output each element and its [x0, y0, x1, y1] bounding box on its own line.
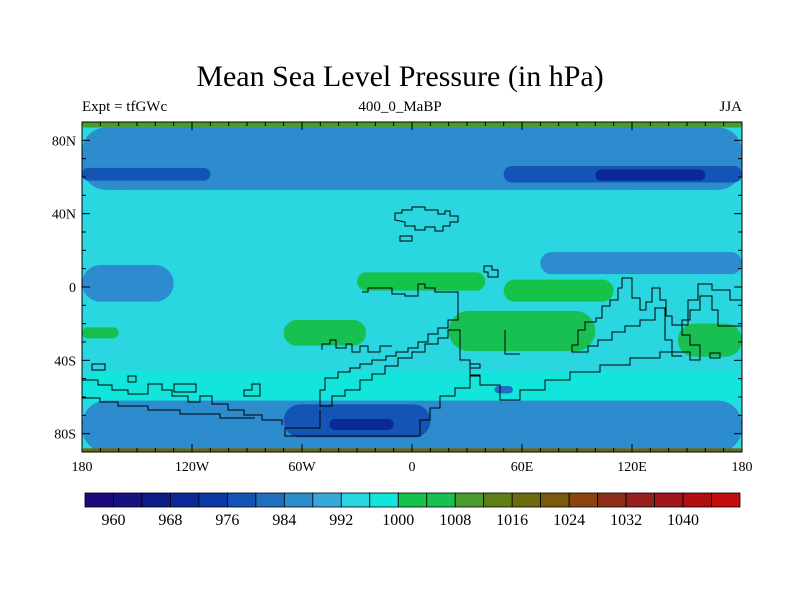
colorbar-label: 1016 — [496, 512, 528, 529]
colorbar-swatch — [397, 492, 428, 508]
y-tick-label: 80N — [52, 134, 76, 149]
plot-title: Mean Sea Level Pressure (in hPa) — [196, 60, 604, 93]
colorbar-swatch — [654, 492, 684, 508]
pressure-region-10 — [540, 252, 742, 275]
outline-gondwana-south — [284, 375, 480, 437]
colorbar-swatch — [540, 492, 570, 508]
outline-arc-1 — [321, 339, 392, 353]
outline-west-islet-4 — [243, 383, 261, 397]
pressure-region-15 — [357, 272, 486, 291]
colorbar-label: 1000 — [382, 512, 414, 529]
outline-sw-strip — [82, 397, 255, 419]
colorbar-swatch — [454, 492, 485, 508]
colorbar-swatch — [198, 492, 228, 508]
outline-east-islet — [709, 352, 721, 359]
colorbar-label: 1024 — [553, 512, 585, 529]
colorbar-swatch — [141, 492, 171, 508]
experiment-label: Expt = tfGWc — [82, 99, 168, 115]
colorbar-label: 1040 — [667, 512, 699, 529]
y-tick-label: 80S — [54, 428, 76, 443]
continent-outlines — [82, 206, 742, 437]
colorbar-swatch — [625, 492, 655, 508]
colorbar-swatch — [682, 492, 712, 508]
x-tick-label: 0 — [409, 460, 416, 475]
colorbar-label: 960 — [101, 512, 125, 529]
x-tick-label: 60E — [511, 460, 534, 475]
colorbar-swatch — [711, 492, 741, 508]
pressure-region-11 — [82, 327, 119, 339]
x-tick-label: 120E — [617, 460, 647, 475]
colorbar-swatch — [340, 492, 371, 508]
colorbar: 960 968 976 984 992 1000 1008 1016 1024 1032 1040 — [84, 492, 741, 529]
x-tick-label: 180 — [732, 460, 753, 475]
time-period-label: 400_0_MaBP — [358, 99, 442, 115]
x-tick-label: 60W — [288, 460, 316, 475]
y-tick-label: 40N — [52, 208, 76, 223]
colorbar-swatch — [255, 492, 285, 508]
pressure-region-13 — [448, 310, 596, 352]
colorbar-swatch — [483, 492, 513, 508]
pressure-region-8 — [494, 386, 513, 394]
pressure-region-14 — [677, 323, 742, 357]
colorbar-swatch — [369, 492, 399, 508]
x-tick-label: 120W — [175, 460, 210, 475]
colorbar-swatch — [226, 492, 257, 508]
pressure-region-16 — [503, 279, 614, 302]
map-axes: 180 120W 60W 0 60E 120E 180 80N 40N 0 40S 80S — [52, 122, 753, 475]
pressure-region-3 — [595, 169, 706, 181]
colorbar-label: 992 — [329, 512, 353, 529]
colorbar-swatch — [568, 492, 599, 508]
colorbar-swatch — [312, 492, 342, 508]
outline-mid-islet — [469, 363, 481, 369]
colorbar-swatch — [84, 492, 114, 508]
y-tick-label: 40S — [54, 354, 76, 369]
pressure-region-4 — [82, 371, 742, 405]
colorbar-swatch — [170, 492, 200, 508]
season-label: JJA — [719, 99, 742, 115]
outline-west-islet-2 — [127, 375, 137, 383]
colorbar-swatch — [597, 492, 627, 508]
colorbar-label: 968 — [158, 512, 182, 529]
colorbar-swatch — [426, 492, 456, 508]
colorbar-label: 984 — [272, 512, 296, 529]
pressure-region-9 — [82, 265, 174, 302]
outline-gondwana-west — [319, 283, 742, 407]
outline-west-islet-1 — [91, 363, 106, 371]
pressure-field — [82, 122, 742, 452]
colorbar-swatch — [283, 492, 314, 508]
y-tick-label: 0 — [69, 281, 76, 296]
pressure-region-7 — [329, 419, 394, 430]
pressure-region-1 — [82, 167, 211, 181]
colorbar-label: 1032 — [610, 512, 642, 529]
outline-central-asia — [394, 206, 459, 232]
outline-arc-2 — [504, 330, 520, 355]
outline-gondwana-asia — [571, 277, 742, 357]
outline-islet — [483, 265, 499, 278]
outline-asia-fragment — [399, 235, 413, 242]
outline-west-islet-3 — [173, 383, 197, 393]
colorbar-swatch — [511, 492, 542, 508]
x-tick-label: 180 — [72, 460, 93, 475]
colorbar-swatch — [113, 492, 143, 508]
outline-west-chain — [82, 379, 283, 425]
pressure-region-12 — [283, 320, 367, 346]
colorbar-label: 976 — [215, 512, 239, 529]
colorbar-label: 1008 — [439, 512, 471, 529]
